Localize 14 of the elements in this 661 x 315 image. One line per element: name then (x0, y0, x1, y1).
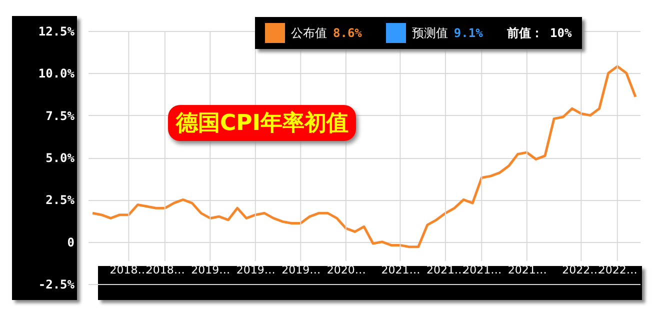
y-tick-label: -2.5% (38, 278, 76, 292)
line-series (91, 65, 637, 248)
annotation: 预测值 (412, 24, 448, 42)
annotation: 前值： 10% (506, 24, 572, 42)
y-tick-label: 7.5% (46, 108, 76, 123)
annotation: 8.6% (333, 26, 362, 40)
y-tick-label: 12.5% (38, 24, 76, 38)
y-tick-label: 0 (67, 235, 74, 250)
text: 德国CPI年率初值 (168, 105, 356, 141)
y-tick-label: 5.0% (46, 151, 76, 165)
annotation: 9.1% (454, 26, 483, 40)
y-tick-label: 2.5% (46, 193, 76, 208)
y-tick-label: 10.0% (38, 66, 76, 81)
legend-label: 公布值 (291, 24, 327, 42)
